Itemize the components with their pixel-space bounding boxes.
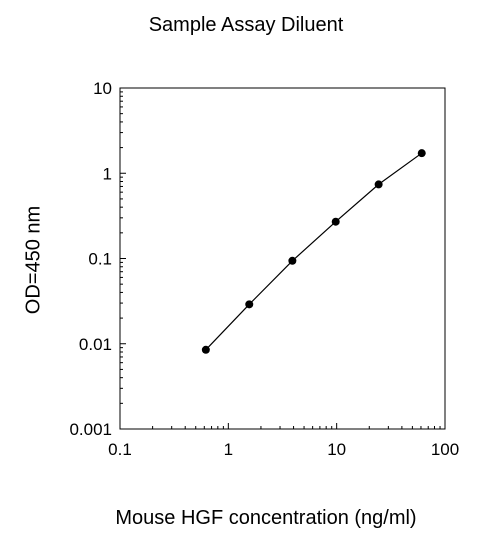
data-point	[374, 180, 383, 189]
x-tick-label: 100	[431, 440, 459, 459]
y-tick-label: 0.001	[69, 420, 112, 439]
y-tick-label: 0.01	[79, 335, 112, 354]
data-point	[331, 217, 340, 226]
x-tick-label: 1	[224, 440, 233, 459]
data-point	[245, 300, 254, 309]
x-tick-label: 0.1	[108, 440, 132, 459]
data-point	[417, 149, 426, 158]
y-tick-label: 1	[103, 164, 112, 183]
y-tick-label: 10	[93, 79, 112, 98]
plot-frame	[119, 87, 446, 430]
series-line	[205, 152, 423, 351]
y-tick-label: 0.1	[88, 250, 112, 269]
x-tick-label: 10	[327, 440, 346, 459]
data-point	[288, 256, 297, 265]
chart-title: Sample Assay Diluent	[148, 14, 344, 36]
x-axis-label: Mouse HGF concentration (ng/ml)	[115, 507, 417, 529]
data-point	[201, 345, 210, 354]
